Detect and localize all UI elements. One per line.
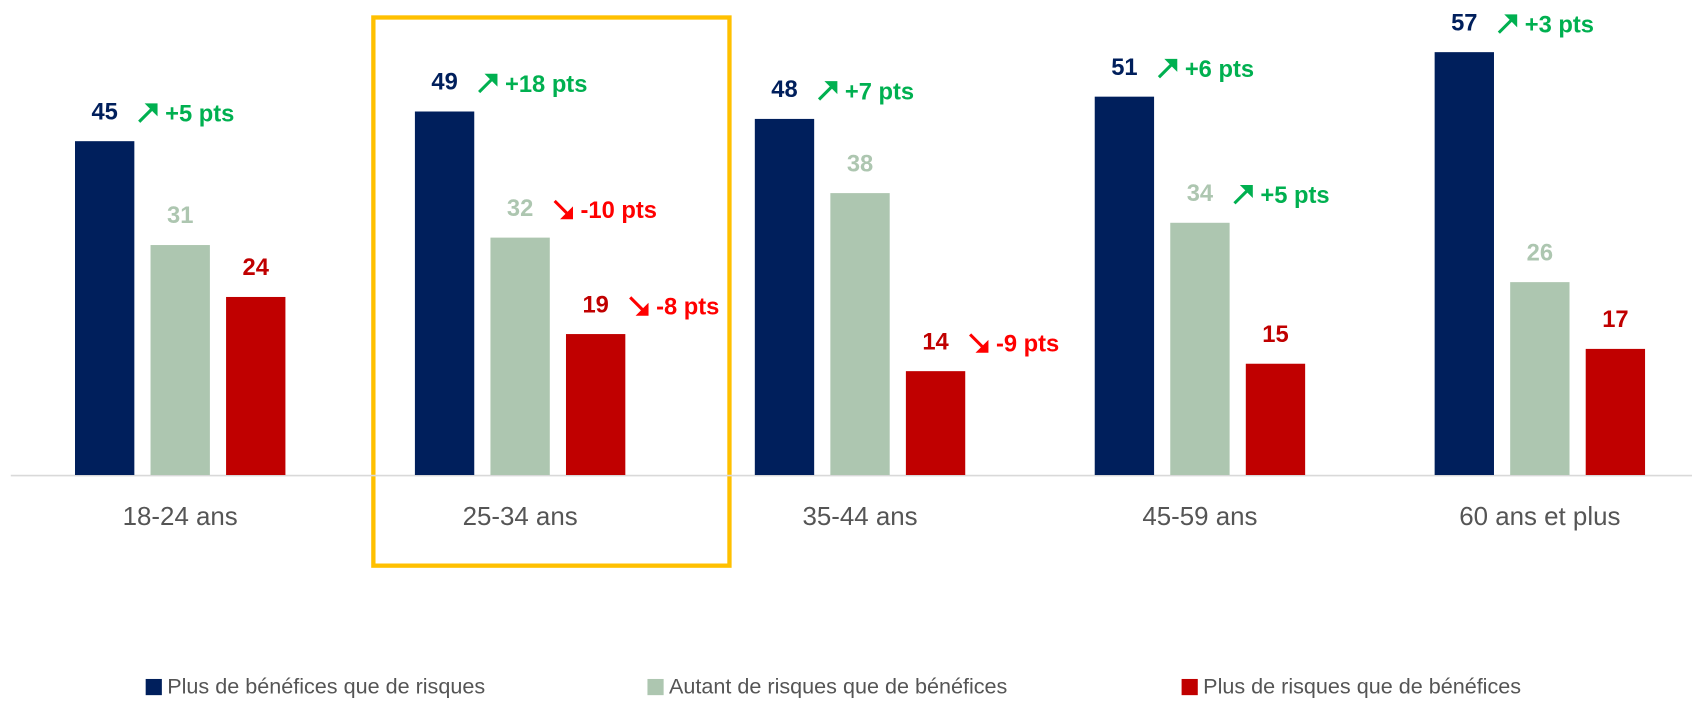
data-label: 19 [582,292,608,318]
arrow-shape [553,199,573,220]
data-label: 14 [922,329,949,355]
arrow-down [629,296,649,316]
bar [754,118,815,476]
bar [490,237,550,476]
change-label: +6 pts [1185,57,1254,83]
bar [226,296,286,476]
legend-swatch [1181,678,1198,696]
bar [1585,348,1646,476]
arrow-shape [1233,185,1253,205]
data-label: 17 [1602,307,1628,333]
arrow-up [1497,14,1518,34]
arrow-shape [1497,14,1518,34]
arrow-down [969,333,989,353]
bar [1434,52,1494,476]
arrow-shape [478,73,498,94]
data-label: 15 [1262,322,1288,348]
change-label: -9 pts [996,332,1059,358]
x-tick-label: 35-44 ans [802,503,917,531]
bar [1094,96,1155,476]
change-label: +5 pts [165,102,234,128]
data-label: 51 [1111,55,1137,81]
data-label: 32 [507,196,533,222]
data-label: 26 [1527,240,1553,266]
bar [150,245,210,476]
legend-label: Plus de bénéfices que de risques [167,673,485,698]
bar [414,111,475,476]
arrow-up [138,103,158,123]
arrow-up [817,81,838,101]
arrow-shape [1157,58,1178,79]
arrow-shape [629,296,649,316]
arrow-up [1157,58,1178,79]
change-label: -8 pts [656,294,719,320]
data-label: 49 [431,70,457,96]
arrow-up [478,73,498,94]
arrow-shape [817,81,838,101]
data-label: 31 [167,203,193,229]
data-label: 24 [243,255,270,281]
change-label: +3 pts [1525,13,1594,39]
legend-label: Autant de risques que de bénéfices [669,673,1008,698]
data-label: 34 [1187,181,1214,207]
bar [1245,363,1306,476]
data-label: 48 [771,77,797,103]
bar [905,371,966,476]
arrow-down [553,199,573,220]
change-label: -10 pts [581,198,657,224]
data-label: 38 [847,151,873,177]
arrow-shape [969,333,989,353]
x-tick-label: 18-24 ans [123,503,238,531]
change-label: +5 pts [1260,183,1329,209]
x-tick-label: 60 ans et plus [1459,503,1620,531]
bar [830,193,890,476]
data-label: 45 [91,99,117,125]
bar [1170,222,1230,476]
arrow-up [1233,185,1253,205]
bar [565,334,626,476]
change-label: +18 pts [505,72,587,98]
bar [1510,282,1570,476]
x-tick-label: 45-59 ans [1142,503,1257,531]
legend-swatch [647,678,664,696]
bar [74,141,135,476]
arrow-shape [138,103,158,123]
change-label: +7 pts [845,79,914,105]
legend-swatch [145,678,162,696]
data-label: 57 [1451,10,1477,36]
x-tick-label: 25-34 ans [463,503,578,531]
highlight-box [371,15,732,568]
legend-label: Plus de risques que de bénéfices [1203,673,1521,698]
